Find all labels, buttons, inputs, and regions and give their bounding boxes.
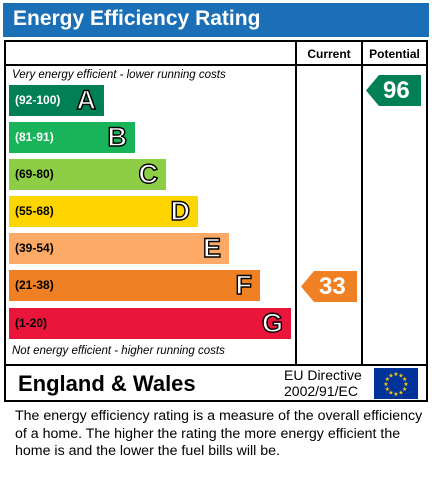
directive-line-2: 2002/91/EC (284, 383, 358, 399)
top-note: Very energy efficient - lower running co… (12, 69, 226, 81)
eu-star-icon: ★ (402, 386, 407, 393)
current-arrow-shape (301, 271, 357, 302)
eu-star-icon: ★ (398, 390, 403, 397)
band-a: (92-100) A (9, 84, 104, 116)
eu-flag-icon: ★ ★ ★ ★ ★ ★ ★ ★ ★ ★ ★ ★ (374, 368, 418, 399)
header-divider (6, 64, 426, 66)
current-rating-value: 33 (319, 273, 346, 300)
band-d: (55-68) D (9, 195, 198, 227)
band-letter: F (235, 269, 253, 300)
eu-star-icon: ★ (385, 386, 390, 393)
band-c: (69-80) C (9, 158, 166, 190)
band-letter: G (261, 307, 283, 338)
title-bar: Energy Efficiency Rating (3, 3, 429, 37)
eu-star-icon: ★ (398, 372, 403, 379)
current-column-header: Current (307, 47, 351, 61)
rating-chart: Current Potential Very energy efficient … (4, 40, 428, 366)
band-letter: A (76, 84, 97, 115)
band-range-label: (21-38) (15, 278, 54, 292)
description-text: The energy efficiency rating is a measur… (15, 408, 423, 459)
band-range-label: (92-100) (15, 93, 61, 107)
eu-stars: ★ ★★★★★★★★★★★ (383, 371, 408, 398)
eu-star-icon: ★ (393, 371, 398, 378)
band-range-label: (55-68) (15, 204, 54, 218)
potential-column-header: Potential (369, 47, 420, 61)
band-letter: D (170, 195, 191, 226)
band-range-label: (69-80) (15, 167, 54, 181)
eu-star-icon: ★ (385, 376, 390, 383)
band-f: (21-38) F (9, 269, 260, 301)
bottom-note: Not energy efficient - higher running co… (12, 345, 225, 357)
band-range-label: (1-20) (15, 316, 48, 330)
current-rating-arrow: 33 (301, 271, 357, 302)
band-range-label: (81-91) (15, 130, 54, 144)
band-e: (39-54) E (9, 232, 229, 264)
band-b: (81-91) B (9, 121, 135, 153)
potential-arrow-shape (366, 75, 421, 106)
eu-directive: EU Directive 2002/91/EC (284, 367, 362, 399)
band-g: (1-20) G (9, 307, 291, 339)
directive-line-1: EU Directive (284, 367, 362, 383)
current-column-divider (295, 42, 297, 364)
eu-star-icon: ★ (393, 391, 398, 398)
eu-star-icon: ★ (383, 381, 388, 388)
page-title: Energy Efficiency Rating (13, 7, 261, 30)
potential-rating-value: 96 (383, 77, 410, 104)
eu-star-icon: ★ (403, 381, 408, 388)
footer-box: England & Wales EU Directive 2002/91/EC … (4, 364, 428, 402)
potential-column-divider (361, 42, 363, 364)
band-range-label: (39-54) (15, 241, 54, 255)
band-letter: E (202, 232, 221, 263)
eu-star-icon: ★ (388, 372, 393, 379)
potential-rating-arrow: 96 (366, 75, 421, 106)
band-letter: B (107, 121, 128, 152)
band-letter: C (138, 158, 159, 189)
eu-star-icon: ★ (388, 390, 393, 397)
eu-star-icon: ★ (402, 376, 407, 383)
region-label: England & Wales (18, 371, 196, 396)
